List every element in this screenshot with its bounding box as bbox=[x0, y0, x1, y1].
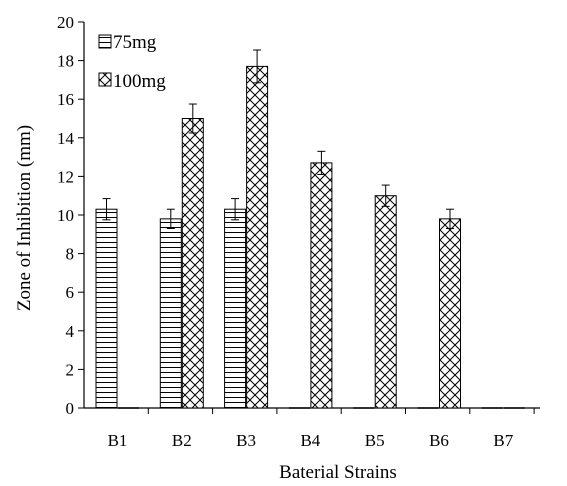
bar-100mg-B6 bbox=[439, 218, 461, 409]
y-tick-label: 2 bbox=[66, 360, 75, 379]
legend: 75mg 100mg bbox=[98, 32, 166, 92]
x-tick-label: B2 bbox=[172, 431, 192, 450]
y-tick-label: 20 bbox=[57, 13, 74, 32]
legend-label-100mg: 100mg bbox=[113, 71, 166, 92]
plot-area: 0 2 4 6 8 10 12 14 16 18 20 B1 B2 B3 B4 B5 B6 B7 bbox=[57, 13, 540, 450]
bar-75mg-B3 bbox=[224, 208, 247, 409]
x-tick-label: B6 bbox=[429, 431, 449, 450]
bar-75mg-B1 bbox=[95, 208, 118, 409]
bar-100mg-B2 bbox=[181, 118, 204, 409]
y-tick-label: 0 bbox=[66, 399, 75, 418]
legend-swatch-75mg bbox=[98, 34, 112, 49]
y-tick-label: 12 bbox=[57, 167, 74, 186]
x-tick-label: B5 bbox=[365, 431, 385, 450]
x-axis-title: Baterial Strains bbox=[279, 462, 397, 483]
y-axis-title: Zone of Inhibition (mm) bbox=[14, 125, 35, 311]
bar-100mg-B3 bbox=[246, 65, 269, 409]
y-tick-label: 4 bbox=[66, 322, 75, 341]
y-tick-label: 18 bbox=[57, 52, 74, 71]
y-tick-label: 16 bbox=[57, 90, 74, 109]
legend-label-75mg: 75mg bbox=[113, 32, 157, 53]
y-tick-label: 6 bbox=[66, 283, 75, 302]
y-tick-label: 14 bbox=[57, 129, 75, 148]
y-tick-label: 8 bbox=[66, 245, 75, 264]
x-tick-label: B7 bbox=[493, 431, 513, 450]
bar-75mg-B2 bbox=[159, 218, 182, 409]
bar-100mg-B5 bbox=[374, 195, 397, 409]
legend-swatch-100mg bbox=[98, 72, 112, 87]
x-tick-label: B3 bbox=[236, 431, 256, 450]
x-tick-label: B4 bbox=[300, 431, 320, 450]
bar-100mg-B4 bbox=[310, 162, 333, 409]
x-tick-label: B1 bbox=[108, 431, 128, 450]
y-tick-label: 10 bbox=[57, 206, 74, 225]
